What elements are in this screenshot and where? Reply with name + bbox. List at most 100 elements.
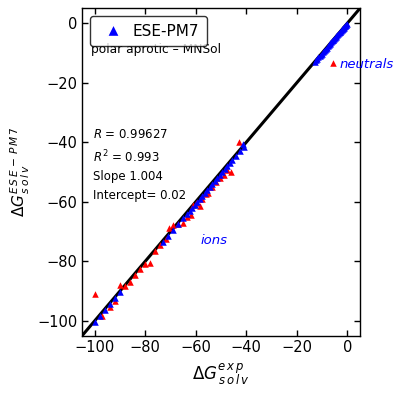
Point: [315, 54, 322, 60]
Point: [184, 213, 190, 220]
Point: [102, 307, 108, 314]
Point: [332, 34, 339, 40]
Point: [193, 200, 199, 206]
Point: [339, 26, 345, 33]
Point: [186, 207, 193, 214]
Point: [336, 29, 343, 36]
Point: [328, 39, 334, 45]
Point: [341, 23, 348, 30]
Point: [189, 205, 195, 211]
Point: [209, 181, 216, 187]
Point: [107, 304, 113, 310]
Point: [233, 152, 240, 159]
Point: [190, 201, 196, 208]
Point: [194, 199, 200, 205]
Point: [92, 291, 98, 297]
Point: [180, 219, 186, 226]
Point: [97, 313, 103, 320]
Point: [324, 45, 330, 51]
Point: [241, 143, 247, 150]
Point: [166, 225, 172, 231]
Point: [344, 21, 350, 27]
Point: [214, 175, 220, 181]
Point: [117, 289, 123, 295]
Point: [180, 215, 186, 221]
Point: [196, 196, 203, 202]
Point: [228, 169, 234, 175]
Point: [324, 43, 331, 49]
Text: $R$ = 0.99627
$R^{2}$ = 0.993
Slope 1.004
Intercept= 0.02: $R$ = 0.99627 $R^{2}$ = 0.993 Slope 1.00…: [93, 128, 186, 202]
Point: [343, 22, 349, 28]
Point: [157, 242, 164, 248]
Point: [322, 46, 329, 52]
Point: [196, 203, 203, 209]
Point: [339, 26, 346, 32]
Point: [142, 261, 148, 267]
Point: [330, 60, 337, 66]
Point: [316, 53, 323, 59]
Y-axis label: $\Delta G_{\,s\,o\,l\,v}^{E\,S\,E\,-\,P\,M\,7}$: $\Delta G_{\,s\,o\,l\,v}^{E\,S\,E\,-\,P\…: [8, 127, 32, 217]
Point: [342, 23, 348, 29]
Point: [320, 48, 327, 55]
Legend: ESE-PM7: ESE-PM7: [90, 16, 207, 46]
Point: [170, 227, 176, 233]
Point: [312, 57, 319, 64]
Point: [337, 28, 344, 35]
Point: [160, 239, 166, 245]
Point: [331, 36, 338, 42]
Point: [224, 163, 230, 169]
Point: [335, 31, 341, 38]
Point: [204, 187, 210, 193]
Point: [206, 184, 213, 190]
Point: [152, 248, 159, 254]
Point: [170, 222, 176, 229]
Point: [332, 35, 338, 41]
Point: [329, 38, 335, 45]
Point: [199, 196, 205, 202]
Point: [175, 221, 181, 227]
Point: [322, 47, 328, 53]
Point: [205, 190, 212, 196]
Point: [224, 167, 230, 174]
Point: [319, 49, 326, 56]
Point: [236, 139, 242, 145]
Point: [227, 160, 233, 166]
Point: [340, 25, 346, 32]
Point: [237, 148, 243, 154]
Point: [112, 298, 118, 305]
X-axis label: $\Delta G_{\,s\,o\,l\,v}^{e\,x\,p}$: $\Delta G_{\,s\,o\,l\,v}^{e\,x\,p}$: [192, 361, 250, 387]
Point: [217, 172, 223, 178]
Text: ions: ions: [201, 234, 228, 247]
Text: polar aprotic – MNSol: polar aprotic – MNSol: [90, 43, 220, 56]
Point: [334, 32, 340, 38]
Point: [311, 59, 318, 65]
Point: [209, 184, 216, 190]
Point: [175, 221, 181, 227]
Point: [333, 33, 340, 39]
Point: [132, 271, 138, 278]
Point: [338, 28, 344, 34]
Point: [326, 41, 333, 47]
Point: [229, 157, 236, 163]
Text: neutrals: neutrals: [340, 58, 394, 71]
Point: [202, 190, 208, 196]
Point: [122, 283, 128, 290]
Point: [219, 169, 226, 175]
Point: [92, 319, 98, 325]
Point: [222, 166, 228, 172]
Point: [112, 295, 118, 301]
Point: [341, 24, 347, 30]
Point: [147, 260, 154, 266]
Point: [342, 22, 349, 28]
Point: [314, 56, 320, 62]
Point: [191, 201, 198, 208]
Point: [327, 40, 334, 46]
Point: [162, 236, 169, 242]
Point: [127, 279, 133, 285]
Point: [338, 27, 345, 33]
Point: [330, 37, 336, 43]
Point: [336, 30, 342, 36]
Point: [165, 233, 171, 239]
Point: [212, 178, 218, 184]
Point: [107, 301, 113, 307]
